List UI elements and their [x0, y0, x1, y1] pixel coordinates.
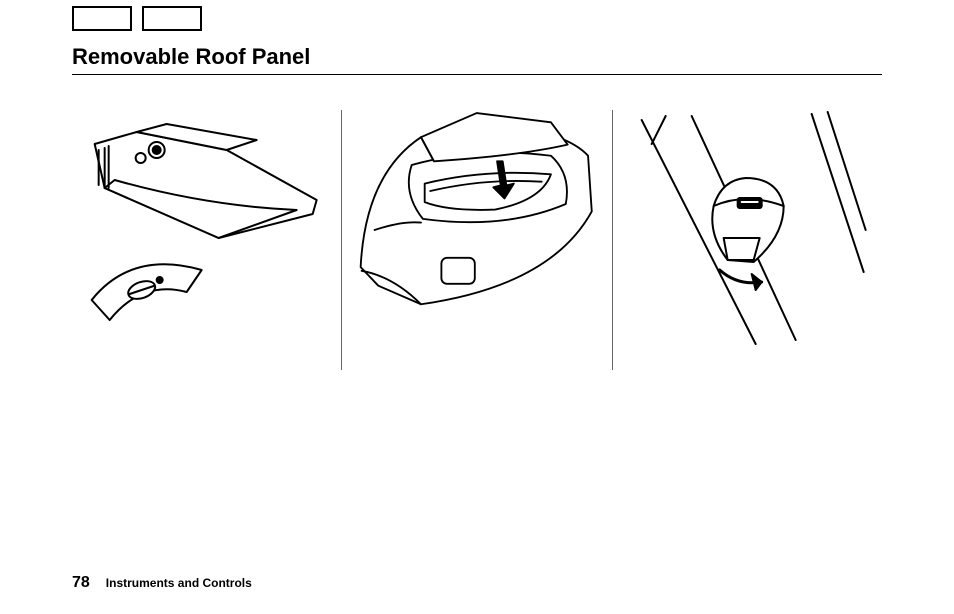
page-title: Removable Roof Panel: [72, 44, 310, 70]
section-name: Instruments and Controls: [106, 576, 252, 590]
content-columns: [72, 100, 882, 540]
column-2: [342, 100, 611, 540]
top-placeholder-boxes: [72, 6, 202, 31]
page-footer: 78 Instruments and Controls: [72, 574, 252, 592]
title-underline: [72, 74, 882, 75]
placeholder-box: [142, 6, 202, 31]
illustration-panel-in-trunk: [356, 110, 597, 350]
illustration-latch-knob: [627, 110, 868, 350]
column-1: [72, 100, 341, 540]
placeholder-box: [72, 6, 132, 31]
illustration-store-bag: [86, 110, 327, 350]
column-3: [613, 100, 882, 540]
page-number: 78: [72, 574, 90, 592]
